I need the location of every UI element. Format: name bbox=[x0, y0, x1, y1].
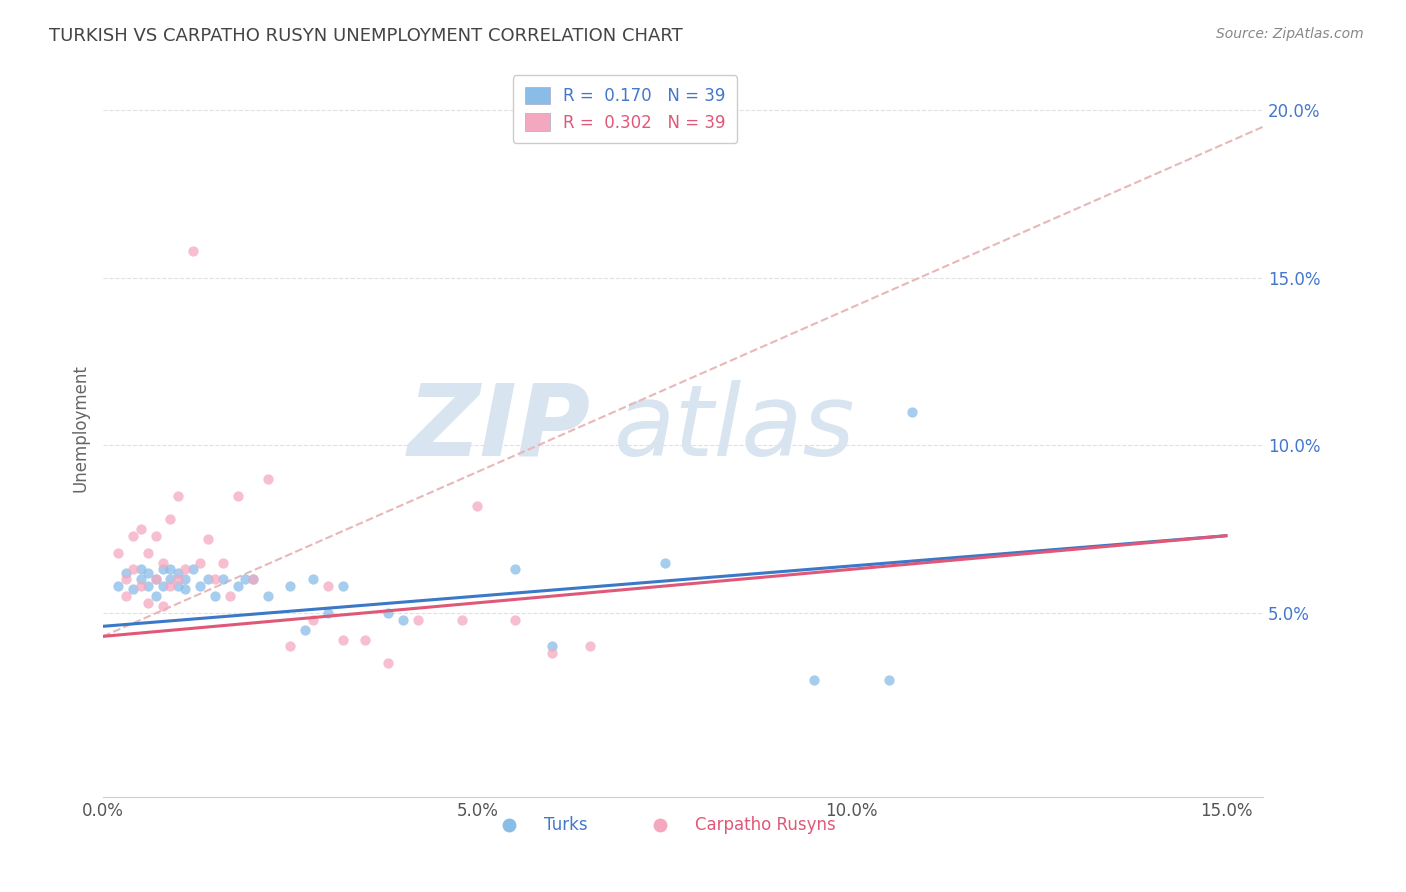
Point bbox=[159, 562, 181, 576]
Point bbox=[136, 579, 159, 593]
Point bbox=[654, 556, 676, 570]
Point bbox=[204, 589, 226, 603]
Point bbox=[107, 579, 129, 593]
Text: Carpatho Rusyns: Carpatho Rusyns bbox=[695, 816, 835, 834]
Text: ZIP: ZIP bbox=[408, 380, 591, 477]
Point bbox=[122, 529, 145, 543]
Point bbox=[122, 582, 145, 597]
Point bbox=[467, 499, 489, 513]
Point bbox=[159, 579, 181, 593]
Legend: R =  0.170   N = 39, R =  0.302   N = 39: R = 0.170 N = 39, R = 0.302 N = 39 bbox=[513, 75, 737, 144]
Point bbox=[145, 529, 167, 543]
Point bbox=[301, 613, 323, 627]
Point bbox=[114, 572, 136, 586]
Point bbox=[181, 562, 204, 576]
Point bbox=[278, 640, 301, 654]
Point bbox=[391, 613, 413, 627]
Point bbox=[107, 545, 129, 559]
Point bbox=[256, 589, 278, 603]
Point bbox=[354, 632, 377, 647]
Point bbox=[332, 632, 354, 647]
Point bbox=[129, 572, 152, 586]
Point bbox=[167, 572, 190, 586]
Point bbox=[212, 556, 235, 570]
Point bbox=[145, 589, 167, 603]
Point bbox=[294, 623, 316, 637]
Point bbox=[212, 572, 235, 586]
Point bbox=[578, 640, 600, 654]
Point bbox=[190, 579, 212, 593]
Point bbox=[256, 472, 278, 486]
Point bbox=[226, 579, 249, 593]
Point bbox=[174, 582, 197, 597]
Point bbox=[174, 572, 197, 586]
Point bbox=[114, 566, 136, 580]
Point bbox=[181, 244, 204, 258]
Point bbox=[541, 646, 564, 660]
Point bbox=[122, 562, 145, 576]
Point bbox=[152, 579, 174, 593]
Point bbox=[226, 489, 249, 503]
Point bbox=[136, 566, 159, 580]
Point bbox=[129, 579, 152, 593]
Point bbox=[877, 673, 900, 687]
Text: TURKISH VS CARPATHO RUSYN UNEMPLOYMENT CORRELATION CHART: TURKISH VS CARPATHO RUSYN UNEMPLOYMENT C… bbox=[49, 27, 683, 45]
Point bbox=[316, 579, 339, 593]
Point bbox=[204, 572, 226, 586]
Point bbox=[129, 522, 152, 536]
Point bbox=[129, 562, 152, 576]
Point bbox=[406, 613, 429, 627]
Point bbox=[803, 673, 825, 687]
Y-axis label: Unemployment: Unemployment bbox=[72, 365, 89, 492]
Text: Source: ZipAtlas.com: Source: ZipAtlas.com bbox=[1216, 27, 1364, 41]
Point bbox=[377, 656, 399, 670]
Point bbox=[159, 512, 181, 526]
Point bbox=[159, 572, 181, 586]
Point bbox=[197, 532, 219, 546]
Point bbox=[114, 589, 136, 603]
Point bbox=[152, 562, 174, 576]
Point bbox=[167, 489, 190, 503]
Point bbox=[152, 556, 174, 570]
Point bbox=[451, 613, 474, 627]
Point bbox=[541, 640, 564, 654]
Point bbox=[174, 562, 197, 576]
Point bbox=[377, 606, 399, 620]
Point bbox=[316, 606, 339, 620]
Text: atlas: atlas bbox=[613, 380, 855, 477]
Point bbox=[235, 572, 257, 586]
Point bbox=[503, 613, 526, 627]
Point bbox=[136, 545, 159, 559]
Point bbox=[242, 572, 264, 586]
Text: Turks: Turks bbox=[544, 816, 588, 834]
Point bbox=[301, 572, 323, 586]
Point bbox=[197, 572, 219, 586]
Point bbox=[332, 579, 354, 593]
Point bbox=[167, 566, 190, 580]
Point bbox=[136, 596, 159, 610]
Point bbox=[219, 589, 242, 603]
Point bbox=[145, 572, 167, 586]
Point bbox=[167, 579, 190, 593]
Point bbox=[145, 572, 167, 586]
Point bbox=[503, 562, 526, 576]
Point bbox=[190, 556, 212, 570]
Point bbox=[278, 579, 301, 593]
Point bbox=[152, 599, 174, 614]
Point bbox=[242, 572, 264, 586]
Point bbox=[900, 405, 922, 419]
